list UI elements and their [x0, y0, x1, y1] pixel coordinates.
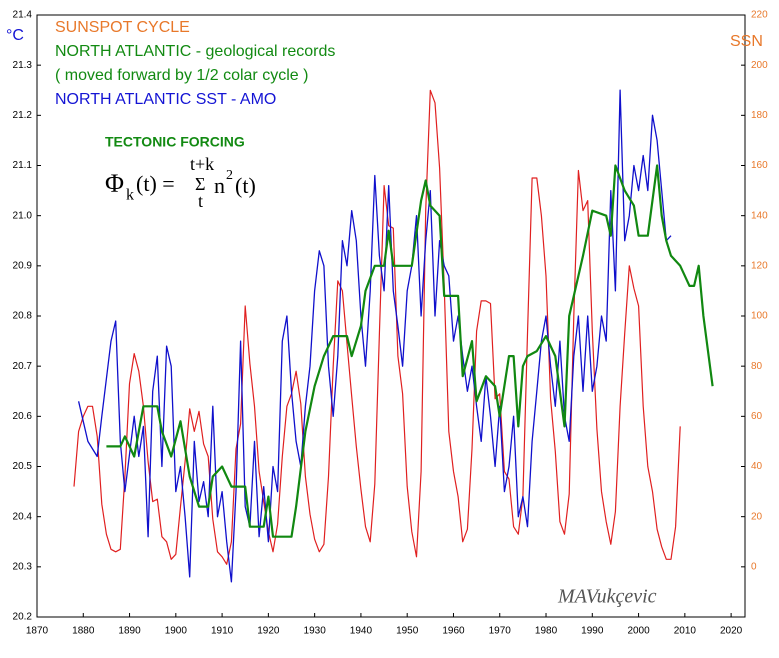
legend-line: NORTH ATLANTIC - geological records — [55, 43, 335, 60]
x-tick-label: 2020 — [720, 626, 743, 637]
y-tick-label: 20.8 — [13, 311, 33, 322]
y2-tick-label: 0 — [751, 561, 757, 572]
series-line — [73, 89, 681, 565]
legend-line: SUNSPOT CYCLE — [55, 19, 190, 36]
y-tick-label: 20.3 — [13, 561, 33, 572]
formula-part: Φ — [105, 169, 124, 198]
x-tick-label: 1980 — [535, 626, 558, 637]
x-tick-label: 1990 — [581, 626, 604, 637]
y-tick-label: 20.7 — [13, 361, 33, 372]
x-tick-label: 1890 — [118, 626, 141, 637]
y-axis-label: °C — [6, 27, 24, 44]
y2-tick-label: 80 — [751, 361, 763, 372]
x-tick-label: 1920 — [257, 626, 280, 637]
series-line — [106, 164, 714, 538]
signature: MAVukçevic — [557, 586, 657, 608]
formula-part: Σ — [195, 174, 205, 194]
formula-part: (t) = — [136, 171, 180, 196]
y-tick-label: 20.9 — [13, 260, 33, 271]
y2-tick-label: 20 — [751, 511, 763, 522]
y2-axis-label: SSN — [730, 33, 763, 50]
y2-tick-label: 100 — [751, 311, 768, 322]
x-tick-label: 1870 — [26, 626, 49, 637]
formula-part: t+k — [190, 154, 214, 174]
y-tick-label: 21.4 — [13, 10, 33, 21]
y-tick-label: 21.0 — [13, 210, 33, 221]
y-tick-label: 20.2 — [13, 612, 33, 623]
formula-part: (t) — [235, 173, 256, 198]
x-tick-label: 1970 — [489, 626, 512, 637]
legend-line: ( moved forward by 1/2 colar cycle ) — [55, 67, 308, 84]
formula-part: n — [214, 173, 225, 198]
y-tick-label: 20.5 — [13, 461, 33, 472]
legend-line: NORTH ATLANTIC SST - AMO — [55, 91, 276, 108]
y2-tick-label: 220 — [751, 10, 768, 21]
y2-tick-label: 200 — [751, 60, 768, 71]
x-tick-label: 2000 — [627, 626, 650, 637]
y-tick-label: 20.4 — [13, 511, 33, 522]
y-tick-label: 21.3 — [13, 60, 33, 71]
y2-tick-label: 120 — [751, 260, 768, 271]
y2-tick-label: 180 — [751, 110, 768, 121]
y-tick-label: 21.1 — [13, 160, 33, 171]
x-tick-label: 2010 — [674, 626, 697, 637]
y2-tick-label: 160 — [751, 160, 768, 171]
x-tick-label: 1910 — [211, 626, 234, 637]
y2-tick-label: 40 — [751, 461, 763, 472]
formula-part: 2 — [226, 168, 233, 183]
x-tick-label: 1900 — [165, 626, 188, 637]
annotation: TECTONIC FORCING — [105, 134, 245, 150]
y-tick-label: 21.2 — [13, 110, 33, 121]
x-tick-label: 1960 — [442, 626, 465, 637]
x-tick-label: 1880 — [72, 626, 95, 637]
formula-part: t — [198, 191, 203, 211]
plot-frame — [36, 14, 746, 618]
formula: Φ k (t) = Σ t+k t n 2 (t) — [105, 154, 256, 211]
y2-tick-label: 60 — [751, 411, 763, 422]
y2-tick-label: 140 — [751, 210, 768, 221]
formula-part: k — [126, 187, 134, 204]
x-tick-label: 1940 — [350, 626, 373, 637]
x-tick-label: 1950 — [396, 626, 419, 637]
y-tick-label: 20.6 — [13, 411, 33, 422]
x-tick-label: 1930 — [304, 626, 327, 637]
